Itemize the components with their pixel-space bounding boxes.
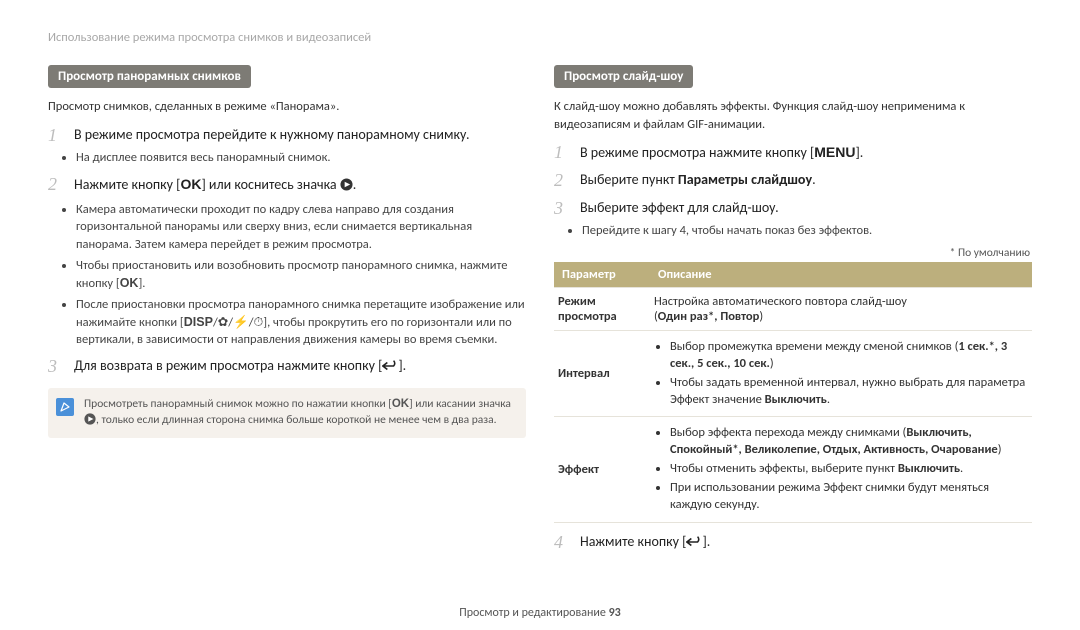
step-number: 2	[48, 175, 62, 195]
right-step-4: 4 Нажмите кнопку [].	[554, 533, 1032, 554]
bullet: Камера автоматически проходит по кадру с…	[76, 201, 526, 254]
slideshow-params-table: Параметр Описание Режим просмотра Настро…	[554, 262, 1032, 523]
page-number: 93	[609, 606, 621, 620]
step-text: Выберите эффект для слайд-шоу.	[580, 199, 1032, 218]
step-text: В режиме просмотра нажмите кнопку [MENU]…	[580, 143, 1032, 163]
step-text: В режиме просмотра перейдите к нужному п…	[74, 126, 526, 145]
bold-term: Выключить	[765, 392, 827, 407]
bullet-text: Чтобы приостановить или возобновить прос…	[76, 258, 507, 291]
step-text: Выберите пункт Параметры слайдшоу.	[580, 171, 1032, 190]
menu-key-label: MENU	[814, 144, 855, 160]
param-name: Интервал	[554, 330, 650, 417]
table-header: Описание	[650, 262, 1032, 288]
info-icon	[56, 398, 74, 416]
bullet: Перейдите к шагу 4, чтобы начать показ б…	[582, 222, 1032, 240]
table-row: Режим просмотра Настройка автоматическог…	[554, 287, 1032, 330]
right-step-1: 1 В режиме просмотра нажмите кнопку [MEN…	[554, 143, 1032, 163]
play-icon	[84, 413, 96, 430]
right-step-2: 2 Выберите пункт Параметры слайдшоу.	[554, 171, 1032, 191]
return-icon	[686, 535, 702, 554]
bullet: На дисплее появится весь панорамный сним…	[76, 149, 526, 167]
ok-key-label: OK	[180, 176, 201, 192]
param-name: Эффект	[554, 417, 650, 522]
return-icon	[382, 359, 398, 378]
info-note: Просмотреть панорамный снимок можно по н…	[48, 388, 526, 438]
macro-icon: ✿	[218, 315, 228, 330]
bold-term: Параметры слайдшоу	[678, 171, 812, 188]
step-number: 1	[554, 143, 568, 163]
ok-key-label: OK	[120, 276, 139, 290]
left-step-2-bullets: Камера автоматически проходит по кадру с…	[48, 201, 526, 349]
step-number: 4	[554, 533, 568, 553]
play-icon	[340, 178, 353, 197]
slideshow-intro: К слайд-шоу можно добавлять эффекты. Фун…	[554, 98, 1032, 133]
bullet: Чтобы приостановить или возобновить прос…	[76, 257, 526, 292]
left-step-3: 3 Для возврата в режим просмотра нажмите…	[48, 357, 526, 378]
step-text: Нажмите кнопку [OK] или коснитесь значка…	[74, 175, 526, 197]
bold-term: Выключить	[898, 461, 960, 476]
page-footer: Просмотр и редактирование 93	[48, 600, 1032, 620]
right-column: Просмотр слайд-шоу К слайд-шоу можно доб…	[554, 65, 1032, 600]
step-text: Для возврата в режим просмотра нажмите к…	[74, 357, 526, 378]
step-number: 3	[554, 199, 568, 219]
section-badge-panorama: Просмотр панорамных снимков	[48, 65, 251, 88]
param-desc: Настройка автоматического повтора слайд-…	[650, 287, 1032, 330]
table-row: Интервал Выбор промежутка времени между …	[554, 330, 1032, 417]
right-step-3-bullets: Перейдите к шагу 4, чтобы начать показ б…	[554, 222, 1032, 240]
param-desc: Выбор эффекта перехода между снимками (В…	[650, 417, 1032, 522]
default-footnote: * По умолчанию	[554, 246, 1030, 260]
note-text: Просмотреть панорамный снимок можно по н…	[84, 396, 516, 430]
content-columns: Просмотр панорамных снимков Просмотр сни…	[48, 65, 1032, 600]
page: Использование режима просмотра снимков и…	[0, 0, 1080, 630]
section-badge-slideshow: Просмотр слайд-шоу	[554, 65, 693, 88]
step-number: 3	[48, 357, 62, 377]
step-number: 1	[48, 126, 62, 146]
timer-icon: ⏱	[254, 315, 264, 330]
bullet: После приостановки просмотра панорамного…	[76, 296, 526, 349]
table-row: Эффект Выбор эффекта перехода между сним…	[554, 417, 1032, 522]
param-name: Режим просмотра	[554, 287, 650, 330]
step-text: Нажмите кнопку [].	[580, 533, 1032, 554]
left-step-1-bullets: На дисплее появится весь панорамный сним…	[48, 149, 526, 167]
flash-icon: ⚡	[233, 315, 249, 330]
bullet-text: После приостановки просмотра панорамного…	[76, 297, 525, 347]
right-step-3: 3 Выберите эффект для слайд-шоу.	[554, 199, 1032, 219]
left-column: Просмотр панорамных снимков Просмотр сни…	[48, 65, 526, 600]
left-step-1: 1 В режиме просмотра перейдите к нужному…	[48, 126, 526, 146]
table-header: Параметр	[554, 262, 650, 288]
param-desc: Выбор промежутка времени между сменой сн…	[650, 330, 1032, 417]
breadcrumb: Использование режима просмотра снимков и…	[48, 30, 1032, 45]
left-step-2: 2 Нажмите кнопку [OK] или коснитесь знач…	[48, 175, 526, 197]
disp-key-label: DISP	[184, 315, 213, 329]
step-number: 2	[554, 171, 568, 191]
ok-key-label: OK	[392, 398, 409, 410]
bold-term: Один раз*, Повтор	[658, 309, 760, 324]
panorama-intro: Просмотр снимков, сделанных в режиме «Па…	[48, 98, 526, 116]
